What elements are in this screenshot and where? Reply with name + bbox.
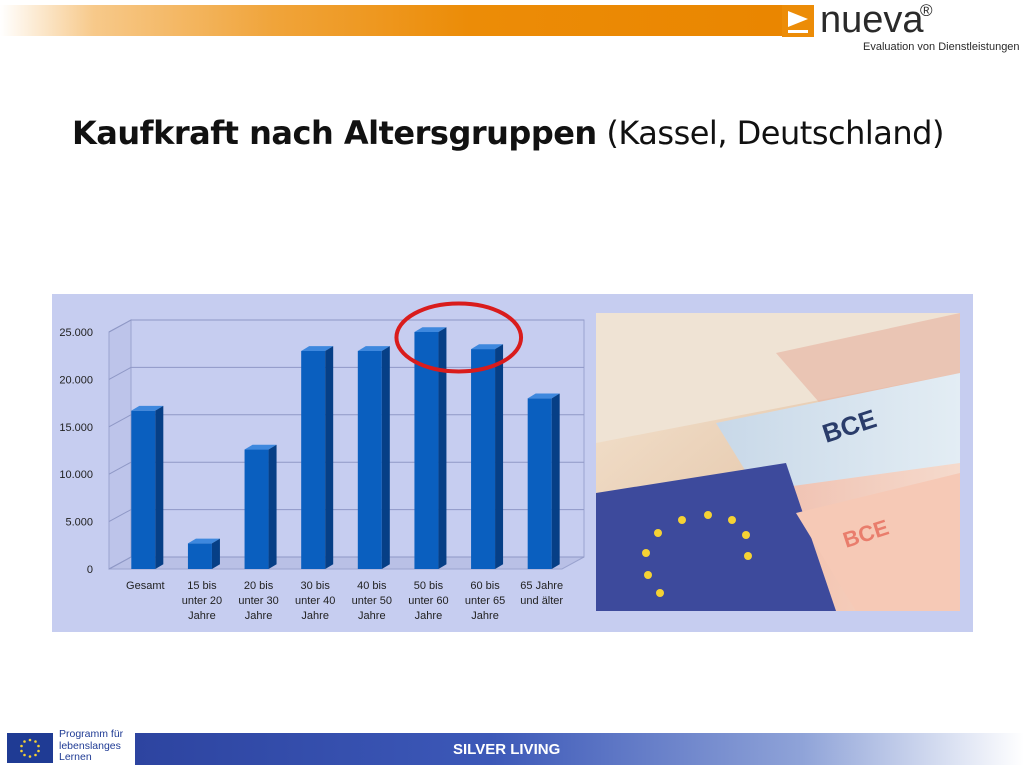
x-tick-label: 20 bis (244, 580, 274, 592)
bar-side (381, 346, 390, 569)
bar (187, 543, 212, 569)
x-tick-label: Jahre (301, 610, 329, 622)
y-tick-label: 20.000 (59, 374, 93, 386)
chart-floor (108, 556, 585, 570)
highlight-ellipse (394, 301, 524, 374)
x-tick-label: 40 bis (357, 580, 387, 592)
bar-chart: 0 5.000 10.000 15.000 20.000 25.000 Gesamt 15 b… (59, 301, 585, 622)
x-tick-label: und älter (520, 595, 563, 607)
page-title: Kaufkraft nach Altersgruppen (Kassel, De… (72, 114, 944, 152)
gridline (108, 319, 584, 333)
x-tick-label: Jahre (245, 610, 273, 622)
bar-side (268, 444, 277, 569)
bar (131, 410, 156, 569)
bar-top (187, 538, 220, 544)
eu-text-line: Programm für (59, 728, 124, 740)
y-tick-label: 15.000 (59, 422, 93, 434)
x-tick-label: unter 60 (408, 595, 448, 607)
eu-programme-text: Programm für lebenslanges Lernen (59, 728, 124, 764)
bar-side (211, 538, 220, 569)
bar-side (551, 393, 560, 569)
y-tick-label: 5.000 (65, 517, 93, 529)
title-bold: Kaufkraft nach Altersgruppen (72, 114, 597, 152)
bar (357, 350, 382, 569)
title-rest: (Kassel, Deutschland) (596, 114, 944, 152)
y-tick-label: 0 (87, 564, 93, 576)
bar (414, 332, 439, 569)
bar-top (301, 346, 334, 351)
bar (471, 349, 496, 569)
bar-top (357, 346, 390, 351)
x-tick-label: Jahre (188, 610, 216, 622)
logo-registered-mark: ® (920, 1, 933, 20)
x-tick-label: unter 50 (352, 595, 392, 607)
x-tick-label: 65 Jahre (520, 580, 563, 592)
eu-text-line: lebenslanges (59, 739, 121, 752)
bar-top (244, 444, 277, 450)
content-panel: 0 5.000 10.000 15.000 20.000 25.000 Gesamt 15 b… (52, 294, 973, 632)
footer-bar: SILVER LIVING (135, 733, 1024, 765)
bar (244, 449, 269, 569)
x-tick-label: 60 bis (470, 580, 500, 592)
bar (301, 350, 326, 569)
logo-tagline: Evaluation von Dienstleistungen (863, 41, 1020, 53)
bar-top (527, 393, 560, 399)
logo-name: nueva (820, 0, 924, 41)
bar-side (155, 405, 164, 569)
x-tick-label: 15 bis (187, 580, 217, 592)
x-tick-label: Gesamt (126, 580, 165, 592)
euro-banknotes-photo: BCE BCE (596, 313, 960, 611)
x-tick-label: Jahre (358, 610, 386, 622)
eu-flag-icon (7, 733, 53, 763)
y-tick-label: 10.000 (59, 469, 93, 481)
nueva-logo: nueva ® Evaluation von Dienstleistungen (782, 0, 1024, 63)
logo-mark-icon (782, 5, 814, 37)
bar-top (131, 405, 164, 411)
bar-side (495, 344, 504, 569)
bar-side (438, 327, 447, 569)
x-tick-label: Jahre (471, 610, 499, 622)
bar (527, 398, 552, 569)
bar-top (414, 327, 447, 332)
x-tick-label: 30 bis (301, 580, 331, 592)
y-tick-label: 25.000 (59, 327, 93, 339)
chart-side-wall (108, 319, 132, 570)
eu-text-line: Lernen (59, 751, 92, 763)
x-tick-label: unter 20 (182, 595, 222, 607)
x-tick-label: unter 65 (465, 595, 505, 607)
x-tick-label: 50 bis (414, 580, 444, 592)
eu-programme-logo: Programm für lebenslanges Lernen (0, 728, 135, 768)
header-band (0, 5, 782, 36)
x-tick-label: Jahre (415, 610, 443, 622)
bar-top (471, 344, 504, 350)
x-tick-label: unter 40 (295, 595, 335, 607)
bar-side (325, 346, 334, 569)
footer-label: SILVER LIVING (453, 741, 561, 758)
x-tick-label: unter 30 (238, 595, 278, 607)
chart-back-wall (130, 319, 585, 558)
